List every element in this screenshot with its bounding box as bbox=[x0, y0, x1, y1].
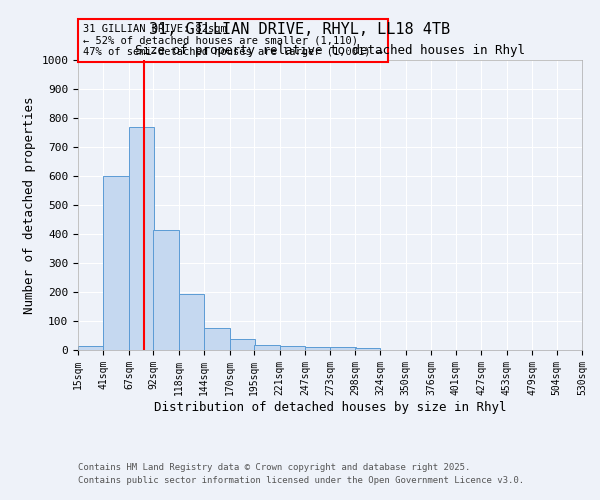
Bar bbox=[78, 346, 103, 350]
Bar bbox=[154, 230, 179, 350]
Text: Contains public sector information licensed under the Open Government Licence v3: Contains public sector information licen… bbox=[78, 476, 524, 485]
Bar bbox=[305, 346, 331, 350]
Text: 31 GILLIAN DRIVE: 82sqm
← 52% of detached houses are smaller (1,110)
47% of semi: 31 GILLIAN DRIVE: 82sqm ← 52% of detache… bbox=[83, 24, 383, 57]
Bar bbox=[230, 339, 255, 350]
Bar bbox=[331, 347, 356, 350]
Bar bbox=[103, 176, 129, 350]
X-axis label: Distribution of detached houses by size in Rhyl: Distribution of detached houses by size … bbox=[154, 400, 506, 413]
Bar bbox=[179, 294, 204, 350]
Bar bbox=[280, 346, 305, 350]
Bar bbox=[129, 126, 154, 350]
Bar bbox=[254, 345, 280, 350]
Bar bbox=[204, 328, 230, 350]
Y-axis label: Number of detached properties: Number of detached properties bbox=[23, 96, 36, 314]
Title: Size of property relative to detached houses in Rhyl: Size of property relative to detached ho… bbox=[135, 44, 525, 58]
Text: Contains HM Land Registry data © Crown copyright and database right 2025.: Contains HM Land Registry data © Crown c… bbox=[78, 464, 470, 472]
Text: 31, GILLIAN DRIVE, RHYL, LL18 4TB: 31, GILLIAN DRIVE, RHYL, LL18 4TB bbox=[149, 22, 451, 38]
Bar bbox=[355, 348, 380, 350]
